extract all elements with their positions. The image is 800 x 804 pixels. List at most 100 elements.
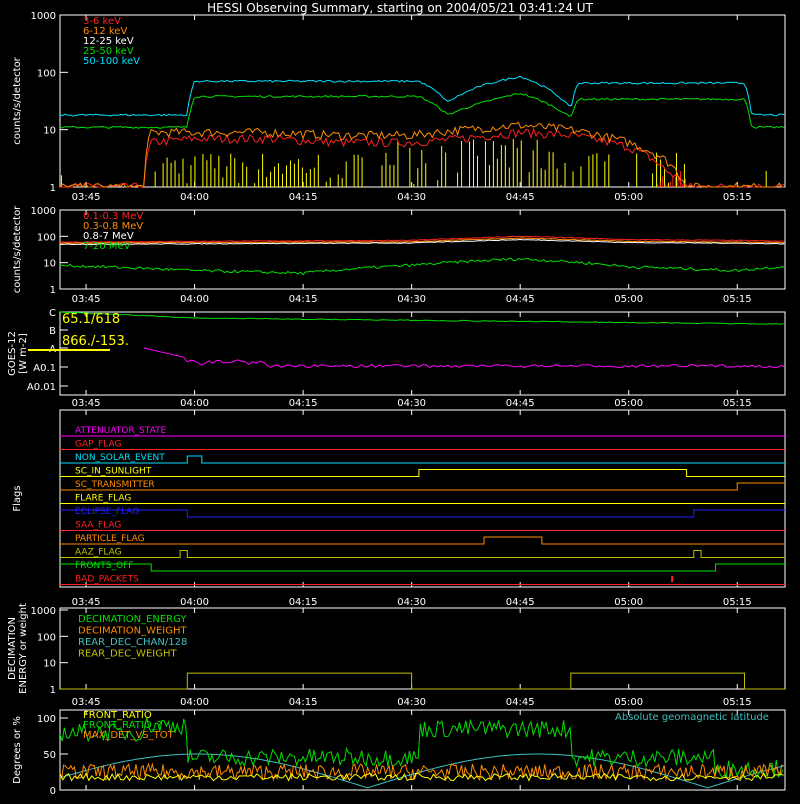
time-tick-label: 03:45 bbox=[72, 697, 101, 708]
flag-label-gap-flag: GAP_FLAG bbox=[75, 440, 121, 450]
ytick-label: 10 bbox=[43, 659, 56, 670]
flag-line-fronts-off bbox=[60, 563, 785, 572]
low-energy-panel-frame bbox=[59, 14, 786, 188]
legend-0-3-0-8-mev: 0.3-0.8 MeV bbox=[83, 221, 143, 232]
time-tick-label: 05:00 bbox=[614, 192, 643, 203]
legend-6-12-kev: 6-12 keV bbox=[83, 26, 127, 37]
goes-ylabel: [W m-2] bbox=[18, 333, 29, 374]
goes-ytick-label: B bbox=[49, 326, 56, 337]
time-tick-label: 04:45 bbox=[506, 697, 535, 708]
time-tick-label: 04:30 bbox=[397, 294, 426, 305]
time-tick-label: 04:00 bbox=[180, 597, 209, 608]
time-tick-label: 04:45 bbox=[506, 192, 535, 203]
flag-line-eclipse-flag bbox=[60, 509, 785, 518]
legend-decimation-energy: DECIMATION_ENERGY bbox=[78, 614, 187, 625]
legend-rear-dec-weight: REAR_DEC_WEIGHT bbox=[78, 649, 177, 660]
time-tick-label: 05:15 bbox=[723, 398, 752, 409]
time-tick-label: 05:15 bbox=[723, 192, 752, 203]
chart-title: HESSI Observing Summary, starting on 200… bbox=[207, 1, 593, 15]
ratios-panel-frame bbox=[59, 709, 786, 791]
series-front-ratio-green-line bbox=[59, 717, 784, 779]
flag-line-sc-in-sunlight bbox=[60, 469, 785, 477]
flag-line-non-solar-event bbox=[60, 455, 785, 464]
series-0-8-7-mev-line bbox=[60, 238, 785, 246]
ytick-label: 1000 bbox=[31, 206, 56, 217]
time-tick-label: 04:15 bbox=[289, 294, 318, 305]
legend-50-100-kev: 50-100 keV bbox=[83, 56, 140, 67]
series-6-12-kev-line bbox=[59, 121, 785, 188]
time-tick-label: 04:30 bbox=[397, 398, 426, 409]
high-energy-panel-frame bbox=[59, 209, 786, 290]
flags-ylabel: Flags bbox=[12, 485, 23, 511]
goes-annotation-1: 65.1/618 bbox=[62, 312, 120, 327]
legend-front-ratio: FRONT_RATIO bbox=[83, 710, 152, 721]
legend-25-50-kev: 25-50 keV bbox=[83, 46, 134, 57]
time-tick-label: 04:15 bbox=[289, 398, 318, 409]
flag-line-aaz-flag bbox=[60, 550, 785, 558]
series-50-100-kev-line bbox=[59, 75, 785, 117]
time-tick-label: 03:45 bbox=[72, 192, 101, 203]
time-tick-label: 05:15 bbox=[723, 597, 752, 608]
ytick-label: 100 bbox=[37, 68, 56, 79]
legend-12-25-kev: 12-25 keV bbox=[83, 36, 134, 47]
time-tick-label: 04:15 bbox=[289, 597, 318, 608]
ytick-label: 100 bbox=[37, 232, 56, 243]
flag-line-particle-flag bbox=[60, 536, 785, 545]
ytick-label: 100 bbox=[37, 632, 56, 643]
flag-label-saa-flag: SAA_FLAG bbox=[75, 521, 121, 531]
time-tick-label: 03:45 bbox=[72, 597, 101, 608]
goes-ytick-label: A0.01 bbox=[27, 382, 56, 393]
series-3-6-kev-line bbox=[60, 127, 785, 188]
time-tick-label: 05:00 bbox=[614, 597, 643, 608]
flag-label-attenuator-state: ATTENUATOR_STATE bbox=[75, 426, 167, 436]
legend-front-ratio-: FRONT_RATIO_? bbox=[83, 720, 162, 731]
series-0-3-0-8-mev-line bbox=[59, 237, 785, 244]
legend-0-8-7-mev: 0.8-7 MeV bbox=[83, 231, 134, 242]
flag-label-eclipse-flag: ECLIPSE_FLAG bbox=[75, 507, 139, 517]
series-7-20-mev-line bbox=[59, 257, 785, 276]
legend-absolute-geomagnetic-latitude: Absolute geomagnetic latitude bbox=[615, 712, 769, 723]
legend-rear-dec-chan-128: REAR_DEC_CHAN/128 bbox=[78, 637, 187, 648]
time-tick-label: 05:00 bbox=[614, 697, 643, 708]
ytick-label: 100 bbox=[37, 714, 56, 725]
legend-0-1-0-3-mev: 0.1-0.3 MeV bbox=[83, 211, 143, 222]
legend-3-6-kev: 3-6 keV bbox=[83, 16, 121, 27]
decimation-ylabel: DECIMATION bbox=[7, 617, 18, 680]
goes-short-line bbox=[143, 347, 785, 369]
time-tick-label: 04:30 bbox=[397, 597, 426, 608]
ytick-label: 1 bbox=[50, 183, 56, 194]
flags-panel-frame bbox=[59, 409, 786, 588]
time-tick-label: 04:30 bbox=[397, 192, 426, 203]
time-tick-label: 04:45 bbox=[506, 294, 535, 305]
flag-label-aaz-flag: AAZ_FLAG bbox=[75, 548, 122, 558]
time-tick-label: 04:00 bbox=[180, 398, 209, 409]
time-tick-label: 05:15 bbox=[723, 294, 752, 305]
ytick-label: 1000 bbox=[31, 606, 56, 617]
series-25-50-kev-line bbox=[59, 93, 785, 129]
goes-ytick-label: C bbox=[49, 308, 56, 319]
ytick-label: 0 bbox=[50, 786, 56, 797]
goes-annotation-2: 866./-153. bbox=[62, 334, 129, 349]
time-tick-label: 04:15 bbox=[289, 192, 318, 203]
time-tick-label: 04:45 bbox=[506, 597, 535, 608]
time-tick-label: 04:45 bbox=[506, 398, 535, 409]
series-max-det-vs-tot-line bbox=[59, 762, 784, 782]
time-tick-label: 05:00 bbox=[614, 294, 643, 305]
time-tick-label: 05:00 bbox=[614, 398, 643, 409]
legend-max-det-vs-tot: MAX_DET_VS_TOT bbox=[83, 730, 175, 741]
goes-ytick-label: A0.1 bbox=[33, 363, 56, 374]
goes-panel-frame bbox=[59, 311, 786, 396]
time-tick-label: 05:15 bbox=[723, 697, 752, 708]
ytick-label: 10 bbox=[43, 259, 56, 270]
flag-label-sc-in-sunlight: SC_IN_SUNLIGHT bbox=[75, 467, 152, 477]
legend-decimation-weight: DECIMATION_WEIGHT bbox=[78, 626, 187, 637]
flag-label-flare-flag: FLARE_FLAG bbox=[75, 494, 131, 504]
ratios-ylabel: Degrees or % bbox=[12, 716, 23, 784]
series-0-1-0-3-mev-line bbox=[59, 235, 785, 243]
time-tick-label: 04:00 bbox=[180, 192, 209, 203]
series-geomagnetic-latitude-line bbox=[59, 753, 784, 789]
time-tick-label: 04:15 bbox=[289, 697, 318, 708]
flag-label-particle-flag: PARTICLE_FLAG bbox=[75, 534, 145, 544]
